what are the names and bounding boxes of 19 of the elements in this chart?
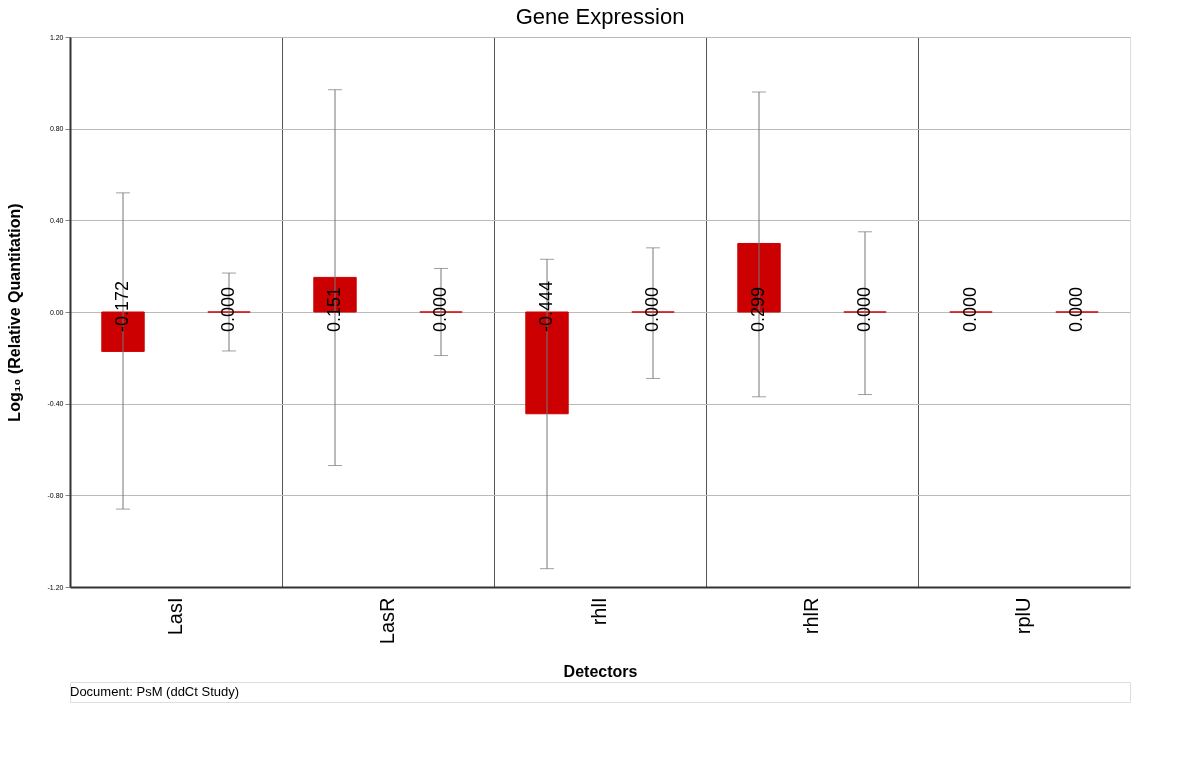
x-tick-label: rplU <box>1012 597 1034 635</box>
chart-title: Gene Expression <box>515 4 685 29</box>
y-axis-title: Log₁₀ (Relative Quantitation) <box>5 203 23 422</box>
data-label: 0.299 <box>748 286 768 332</box>
data-label: -0.444 <box>536 280 556 332</box>
x-tick-label: rhlI <box>588 597 610 626</box>
x-axis-title: Detectors <box>563 663 638 681</box>
data-label: 0.151 <box>324 286 344 332</box>
data-label: 0.000 <box>960 286 980 332</box>
x-tick-label: LasR <box>376 597 398 645</box>
data-label: 0.000 <box>430 286 450 332</box>
data-label: 0.000 <box>218 286 238 332</box>
data-label: 0.000 <box>854 286 874 332</box>
x-tick-label: LasI <box>164 597 186 636</box>
text: Document: PsM (ddCt Study) <box>70 684 240 699</box>
data-label: -0.172 <box>112 280 132 332</box>
x-tick-label: rhlR <box>800 597 822 635</box>
data-label: 0.000 <box>1066 286 1086 332</box>
data-label: 0.000 <box>642 286 662 332</box>
